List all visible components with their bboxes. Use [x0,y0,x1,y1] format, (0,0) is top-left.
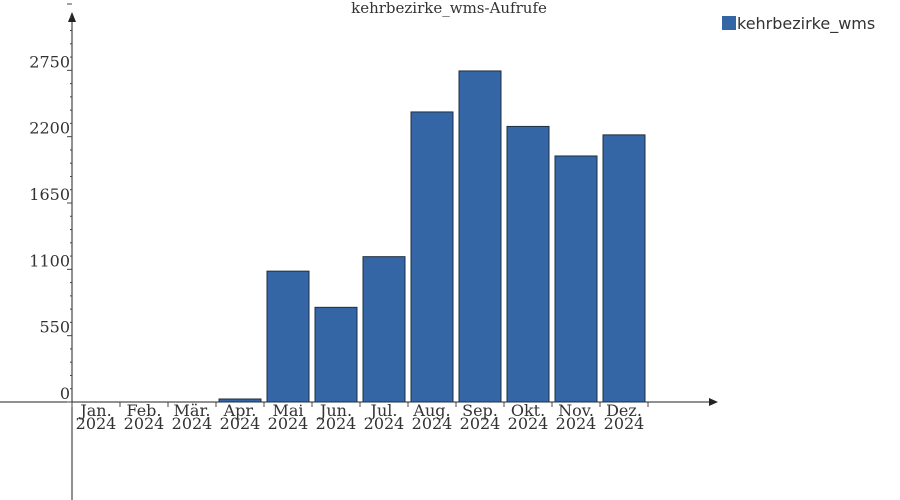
bar [602,134,646,403]
legend-swatch [722,16,736,30]
x-tick-label: Jul. 2024 [364,401,405,433]
x-axis-arrow [709,398,718,406]
y-tick-label: 2750 [29,52,70,71]
y-tick-label: 2200 [29,119,70,138]
legend-label: kehrbezirke_wms [737,14,875,34]
bar [458,70,502,403]
x-tick-label: Feb. 2024 [124,401,165,433]
bar [410,111,454,403]
bar [506,125,550,403]
bar [314,306,358,403]
x-tick-label: Nov. 2024 [556,401,597,433]
x-tick-label: Jan. 2024 [76,401,117,433]
x-tick-label: Mai 2024 [268,401,309,433]
y-tick-label: 1100 [29,251,70,270]
x-tick-label: Mär. 2024 [172,401,213,433]
legend: kehrbezirke_wms [722,14,875,34]
y-tick-label: 550 [39,318,70,337]
x-tick-label: Aug. 2024 [412,401,453,433]
bar [362,256,406,403]
bar-series [218,70,646,403]
bar [266,270,310,403]
y-tick-label: 1650 [29,185,70,204]
x-tick-label: Jun. 2024 [316,401,357,433]
x-tick-label: Apr. 2024 [220,401,261,433]
bar [554,155,598,403]
x-tick-label: Sep. 2024 [460,401,501,433]
x-tick-label: Dez. 2024 [604,401,645,433]
y-tick-labels: 0 550 1100 1650 2200 2750 [29,52,70,403]
x-tick-label: Okt. 2024 [508,401,549,433]
chart-title: kehrbezirke_wms-Aufrufe [351,0,547,17]
y-tick-label: 0 [60,384,70,403]
bar [218,398,262,403]
